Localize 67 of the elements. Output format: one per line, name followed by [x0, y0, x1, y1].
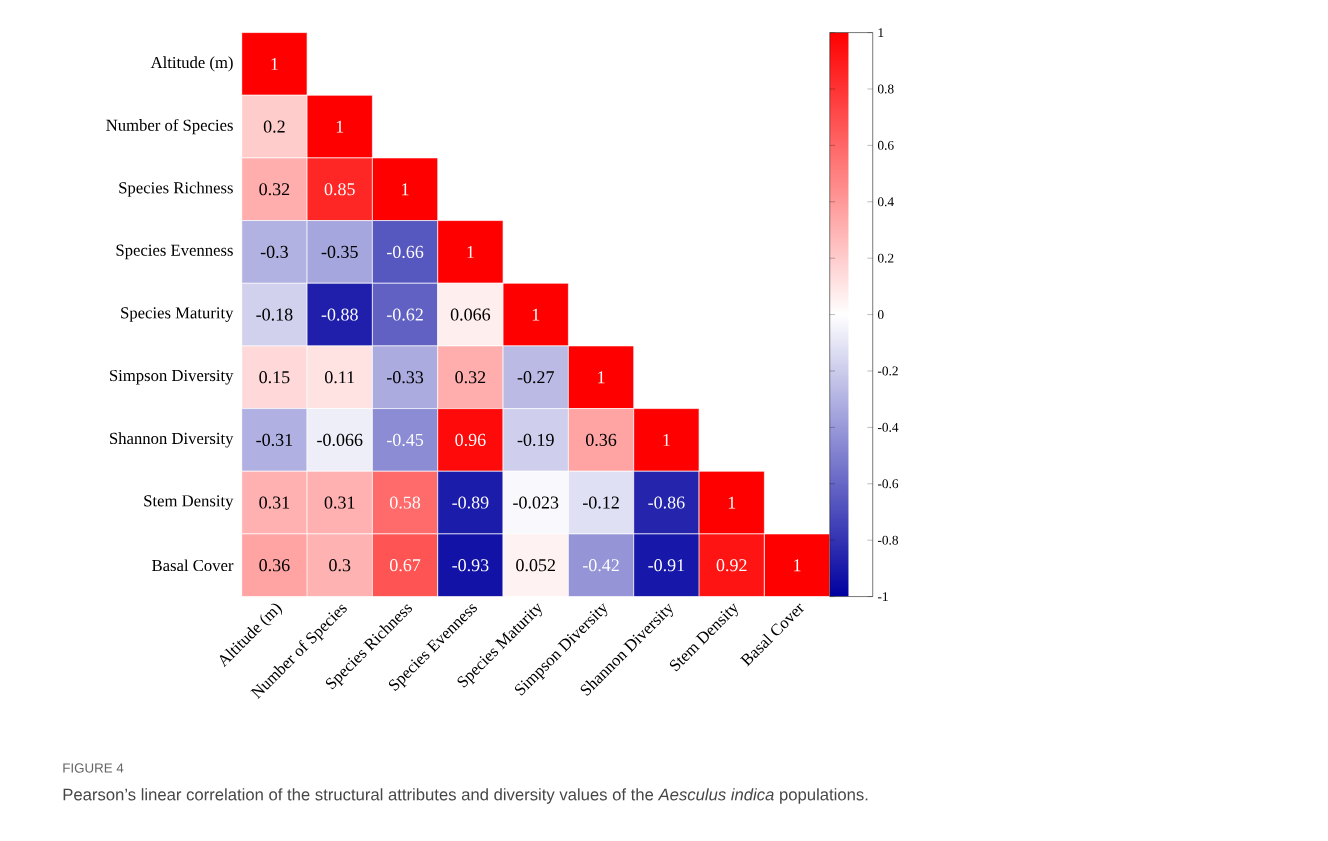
- caption: FIGURE 4: [63, 763, 124, 773]
- data-label: -0.42: [582, 559, 619, 572]
- color-bar-label: 0.4: [877, 197, 894, 207]
- data-label: 1: [402, 183, 409, 196]
- data-label: -0.066: [317, 433, 363, 447]
- y-tick-label: Species Richness: [119, 181, 233, 197]
- y-tick-label: Basal Cover: [152, 559, 234, 572]
- data-label: -0.66: [386, 245, 424, 259]
- data-label: 1: [532, 308, 540, 321]
- data-label: 0.31: [259, 496, 290, 509]
- data-label: -0.86: [648, 496, 685, 509]
- color-bar-label: 0.2: [877, 253, 894, 263]
- text: Pearson’s linear correlation of the structural attributes and diversity values of the Aesculus indica populations.: [63, 788, 868, 804]
- data-label: 0.2: [263, 120, 285, 133]
- data-label: -0.3: [260, 245, 288, 259]
- data-label: -0.88: [321, 308, 358, 321]
- data-label: 0.36: [586, 433, 617, 447]
- data-label: 1: [598, 371, 605, 384]
- color-bar-label: -0.8: [877, 535, 899, 545]
- color-bar-label: -0.4: [877, 422, 899, 432]
- data-label: 0.052: [516, 559, 555, 572]
- color-bar-label: -0.6: [877, 479, 899, 489]
- data-label: -0.31: [256, 433, 293, 447]
- y-tick-label: Altitude (m): [150, 56, 233, 72]
- data-label: -0.45: [386, 433, 424, 447]
- y-tick-label: Number of Species: [106, 118, 233, 135]
- data-label: 1: [271, 57, 278, 70]
- data-label: 0.11: [325, 371, 355, 384]
- y-tick-label: Shannon Diversity: [110, 432, 234, 448]
- data-label: -0.023: [513, 496, 559, 509]
- data-label: 0.31: [324, 496, 355, 509]
- data-label: -0.93: [452, 559, 489, 572]
- data-label: -0.27: [517, 371, 554, 384]
- data-label: 0.32: [455, 371, 486, 384]
- data-label: 1: [728, 496, 736, 509]
- data-label: 0.92: [716, 559, 747, 572]
- data-label: 0.85: [324, 183, 355, 196]
- y-tick-label: Stem Density: [144, 495, 234, 510]
- data-label: 0.96: [455, 433, 486, 447]
- data-label: 0.3: [329, 559, 351, 572]
- y-tick-label: Species Maturity: [121, 307, 234, 322]
- data-label: -0.19: [517, 433, 554, 447]
- data-label: 1: [663, 433, 670, 446]
- color-bar-label: 0.8: [877, 84, 894, 94]
- data-label: 1: [467, 245, 474, 258]
- data-label: -0.91: [648, 559, 685, 572]
- color-bar-label: 0: [877, 310, 884, 320]
- data-label: -0.12: [582, 496, 619, 509]
- color-bar-label: -0.2: [877, 366, 898, 376]
- data-label: 0.32: [259, 183, 290, 196]
- data-label: 0.066: [450, 308, 491, 321]
- y-tick-label: Species Evenness: [116, 244, 233, 260]
- data-label: 0.58: [390, 496, 421, 509]
- data-label: 0.15: [259, 371, 290, 384]
- data-label: 0.67: [390, 559, 421, 572]
- color-bar-label: -1: [877, 592, 888, 601]
- data-label: 1: [794, 559, 801, 572]
- data-label: -0.89: [452, 496, 489, 509]
- y-tick-label: Simpson Diversity: [110, 369, 234, 385]
- data-label: 0.36: [259, 559, 290, 572]
- data-label: 1: [336, 120, 344, 133]
- color-bar-label: 0.6: [877, 140, 894, 150]
- data-label: -0.62: [386, 308, 423, 321]
- data-label: -0.33: [386, 371, 424, 384]
- data-label: -0.35: [321, 245, 358, 259]
- color-bar-label: 1: [878, 28, 884, 37]
- data-label: -0.18: [256, 308, 293, 321]
